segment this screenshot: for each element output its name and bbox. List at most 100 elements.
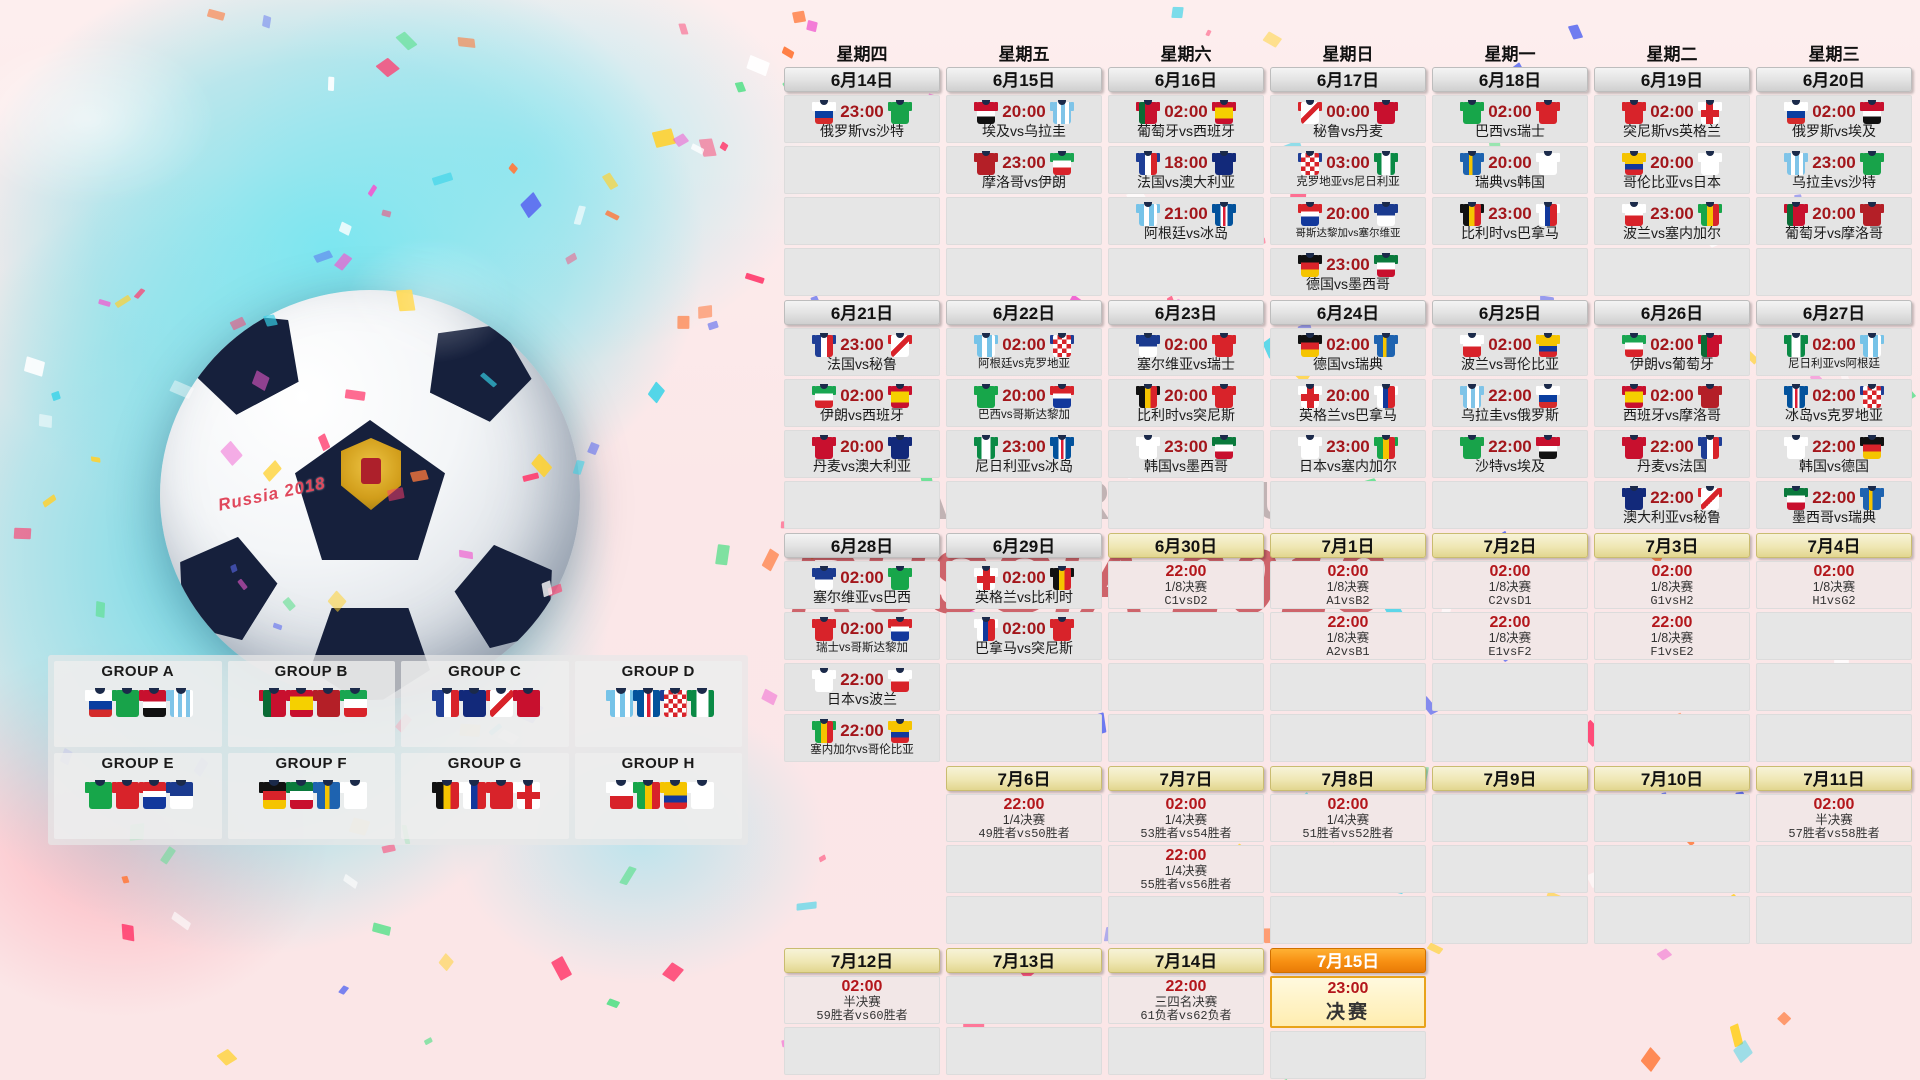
match-cell[interactable]: 20:00 哥斯达黎加vs塞尔维亚 <box>1270 197 1426 245</box>
match-cell[interactable]: 23:00 俄罗斯vs沙特 <box>784 95 940 143</box>
match-cell[interactable]: 02:00 俄罗斯vs埃及 <box>1756 95 1912 143</box>
knockout-match-cell[interactable]: 02:00 1/8决赛 C2vsD1 <box>1432 561 1588 609</box>
date-header-6月15日[interactable]: 6月15日 <box>946 67 1102 92</box>
match-cell[interactable]: 02:00 阿根廷vs克罗地亚 <box>946 328 1102 376</box>
group-box-group-e[interactable]: GROUP E <box>54 753 222 839</box>
date-header-6月16日[interactable]: 6月16日 <box>1108 67 1264 92</box>
group-box-group-g[interactable]: GROUP G <box>401 753 569 839</box>
match-cell[interactable]: 02:00 尼日利亚vs阿根廷 <box>1756 328 1912 376</box>
match-cell[interactable]: 20:00 比利时vs突尼斯 <box>1108 379 1264 427</box>
match-cell[interactable]: 21:00 阿根廷vs冰岛 <box>1108 197 1264 245</box>
knockout-match-cell[interactable]: 22:00 1/8决赛 A2vsB1 <box>1270 612 1426 660</box>
date-header-7月14日[interactable]: 7月14日 <box>1108 948 1264 973</box>
date-header-6月17日[interactable]: 6月17日 <box>1270 67 1426 92</box>
match-cell[interactable]: 02:00 冰岛vs克罗地亚 <box>1756 379 1912 427</box>
group-box-group-a[interactable]: GROUP A <box>54 661 222 747</box>
match-cell[interactable]: 02:00 伊朗vs西班牙 <box>784 379 940 427</box>
match-cell[interactable]: 20:00 瑞典vs韩国 <box>1432 146 1588 194</box>
match-cell[interactable]: 02:00 英格兰vs比利时 <box>946 561 1102 609</box>
match-cell[interactable]: 23:00 摩洛哥vs伊朗 <box>946 146 1102 194</box>
date-header-6月26日[interactable]: 6月26日 <box>1594 300 1750 325</box>
date-header-7月10日[interactable]: 7月10日 <box>1594 766 1750 791</box>
match-cell[interactable]: 02:00 德国vs瑞典 <box>1270 328 1426 376</box>
date-header-7月3日[interactable]: 7月3日 <box>1594 533 1750 558</box>
knockout-match-cell[interactable]: 02:00 半决赛 59胜者vs60胜者 <box>784 976 940 1024</box>
match-cell[interactable]: 02:00 突尼斯vs英格兰 <box>1594 95 1750 143</box>
match-cell[interactable]: 23:00 乌拉圭vs沙特 <box>1756 146 1912 194</box>
date-header-6月20日[interactable]: 6月20日 <box>1756 67 1912 92</box>
match-cell[interactable]: 20:00 葡萄牙vs摩洛哥 <box>1756 197 1912 245</box>
knockout-match-cell[interactable]: 22:00 1/8决赛 E1vsF2 <box>1432 612 1588 660</box>
knockout-match-cell[interactable]: 22:00 1/8决赛 C1vsD2 <box>1108 561 1264 609</box>
date-header-7月12日[interactable]: 7月12日 <box>784 948 940 973</box>
date-header-7月8日[interactable]: 7月8日 <box>1270 766 1426 791</box>
match-cell[interactable]: 23:00 德国vs墨西哥 <box>1270 248 1426 296</box>
match-cell[interactable]: 18:00 法国vs澳大利亚 <box>1108 146 1264 194</box>
match-cell[interactable]: 23:00 法国vs秘鲁 <box>784 328 940 376</box>
match-cell[interactable]: 20:00 英格兰vs巴拿马 <box>1270 379 1426 427</box>
match-cell[interactable]: 02:00 葡萄牙vs西班牙 <box>1108 95 1264 143</box>
match-cell[interactable]: 02:00 波兰vs哥伦比亚 <box>1432 328 1588 376</box>
match-cell[interactable]: 02:00 塞尔维亚vs瑞士 <box>1108 328 1264 376</box>
match-cell[interactable]: 23:00 波兰vs塞内加尔 <box>1594 197 1750 245</box>
date-header-7月9日[interactable]: 7月9日 <box>1432 766 1588 791</box>
date-header-6月22日[interactable]: 6月22日 <box>946 300 1102 325</box>
date-header-6月25日[interactable]: 6月25日 <box>1432 300 1588 325</box>
match-cell[interactable]: 22:00 沙特vs埃及 <box>1432 430 1588 478</box>
knockout-match-cell[interactable]: 02:00 1/8决赛 A1vsB2 <box>1270 561 1426 609</box>
match-cell[interactable]: 23:00 日本vs塞内加尔 <box>1270 430 1426 478</box>
date-header-7月6日[interactable]: 7月6日 <box>946 766 1102 791</box>
knockout-match-cell[interactable]: 02:00 1/8决赛 G1vsH2 <box>1594 561 1750 609</box>
match-cell[interactable]: 02:00 瑞士vs哥斯达黎加 <box>784 612 940 660</box>
date-header-7月7日[interactable]: 7月7日 <box>1108 766 1264 791</box>
match-cell[interactable]: 22:00 乌拉圭vs俄罗斯 <box>1432 379 1588 427</box>
knockout-match-cell[interactable]: 22:00 1/4决赛 55胜者vs56胜者 <box>1108 845 1264 893</box>
match-cell[interactable]: 23:00 韩国vs墨西哥 <box>1108 430 1264 478</box>
knockout-match-cell[interactable]: 02:00 1/4决赛 53胜者vs54胜者 <box>1108 794 1264 842</box>
date-header-6月21日[interactable]: 6月21日 <box>784 300 940 325</box>
date-header-7月2日[interactable]: 7月2日 <box>1432 533 1588 558</box>
date-header-6月24日[interactable]: 6月24日 <box>1270 300 1426 325</box>
match-cell[interactable]: 02:00 巴西vs瑞士 <box>1432 95 1588 143</box>
knockout-match-cell[interactable]: 22:00 1/8决赛 F1vsE2 <box>1594 612 1750 660</box>
knockout-match-cell[interactable]: 22:00 三四名决赛 61负者vs62负者 <box>1108 976 1264 1024</box>
match-cell[interactable]: 23:00 比利时vs巴拿马 <box>1432 197 1588 245</box>
match-cell[interactable]: 22:00 澳大利亚vs秘鲁 <box>1594 481 1750 529</box>
match-cell[interactable]: 02:00 伊朗vs葡萄牙 <box>1594 328 1750 376</box>
match-cell[interactable]: 02:00 塞尔维亚vs巴西 <box>784 561 940 609</box>
date-header-6月30日[interactable]: 6月30日 <box>1108 533 1264 558</box>
date-header-6月14日[interactable]: 6月14日 <box>784 67 940 92</box>
group-box-group-h[interactable]: GROUP H <box>574 753 742 839</box>
date-header-6月29日[interactable]: 6月29日 <box>946 533 1102 558</box>
match-cell[interactable]: 20:00 巴西vs哥斯达黎加 <box>946 379 1102 427</box>
knockout-match-cell[interactable]: 02:00 1/8决赛 H1vsG2 <box>1756 561 1912 609</box>
match-cell[interactable]: 22:00 日本vs波兰 <box>784 663 940 711</box>
date-header-7月1日[interactable]: 7月1日 <box>1270 533 1426 558</box>
knockout-match-cell[interactable]: 22:00 1/4决赛 49胜者vs50胜者 <box>946 794 1102 842</box>
group-box-group-b[interactable]: GROUP B <box>227 661 395 747</box>
date-header-7月4日[interactable]: 7月4日 <box>1756 533 1912 558</box>
match-cell[interactable]: 20:00 埃及vs乌拉圭 <box>946 95 1102 143</box>
group-box-group-c[interactable]: GROUP C <box>401 661 569 747</box>
date-header-6月19日[interactable]: 6月19日 <box>1594 67 1750 92</box>
match-cell[interactable]: 20:00 哥伦比亚vs日本 <box>1594 146 1750 194</box>
knockout-match-cell[interactable]: 02:00 半决赛 57胜者vs58胜者 <box>1756 794 1912 842</box>
match-cell[interactable]: 23:00 尼日利亚vs冰岛 <box>946 430 1102 478</box>
match-cell[interactable]: 22:00 塞内加尔vs哥伦比亚 <box>784 714 940 762</box>
date-header-7月13日[interactable]: 7月13日 <box>946 948 1102 973</box>
group-box-group-d[interactable]: GROUP D <box>574 661 742 747</box>
date-header-6月18日[interactable]: 6月18日 <box>1432 67 1588 92</box>
date-header-6月28日[interactable]: 6月28日 <box>784 533 940 558</box>
match-cell[interactable]: 00:00 秘鲁vs丹麦 <box>1270 95 1426 143</box>
knockout-match-cell[interactable]: 02:00 1/4决赛 51胜者vs52胜者 <box>1270 794 1426 842</box>
match-cell[interactable]: 20:00 丹麦vs澳大利亚 <box>784 430 940 478</box>
match-cell[interactable]: 02:00 西班牙vs摩洛哥 <box>1594 379 1750 427</box>
date-header-6月27日[interactable]: 6月27日 <box>1756 300 1912 325</box>
match-cell[interactable]: 22:00 韩国vs德国 <box>1756 430 1912 478</box>
date-header-6月23日[interactable]: 6月23日 <box>1108 300 1264 325</box>
match-cell[interactable]: 22:00 墨西哥vs瑞典 <box>1756 481 1912 529</box>
match-cell[interactable]: 03:00 克罗地亚vs尼日利亚 <box>1270 146 1426 194</box>
match-cell[interactable]: 22:00 丹麦vs法国 <box>1594 430 1750 478</box>
date-header-7月15日[interactable]: 7月15日 <box>1270 948 1426 973</box>
group-box-group-f[interactable]: GROUP F <box>227 753 395 839</box>
